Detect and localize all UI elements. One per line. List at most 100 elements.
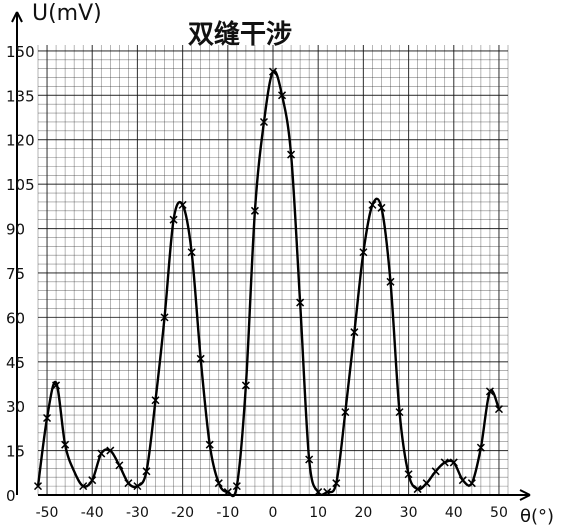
data-point-stroke bbox=[223, 488, 232, 497]
data-point bbox=[169, 215, 178, 224]
data-point-stroke bbox=[485, 387, 494, 396]
axes bbox=[11, 11, 531, 501]
data-point-stroke bbox=[142, 467, 151, 476]
data-point bbox=[97, 449, 106, 458]
data-point-stroke bbox=[79, 482, 88, 491]
data-point bbox=[61, 440, 70, 449]
x-axis-arrow bbox=[519, 489, 531, 501]
data-point bbox=[52, 381, 61, 390]
data-point bbox=[458, 476, 467, 485]
y-tick-label: 150 bbox=[6, 43, 35, 61]
data-point bbox=[332, 479, 341, 488]
x-tick-label: -40 bbox=[81, 505, 104, 521]
data-point bbox=[368, 200, 377, 209]
data-point bbox=[88, 476, 97, 485]
data-point bbox=[485, 387, 494, 396]
data-point-stroke bbox=[214, 479, 223, 488]
data-point bbox=[160, 313, 169, 322]
data-point bbox=[359, 248, 368, 257]
data-point-stroke bbox=[449, 458, 458, 467]
y-axis-label: U(mV) bbox=[32, 1, 102, 26]
x-tick-label: 20 bbox=[354, 505, 372, 521]
y-axis-arrow bbox=[11, 11, 23, 23]
data-point bbox=[33, 482, 43, 491]
data-point bbox=[214, 479, 223, 488]
y-tick-label: 90 bbox=[6, 221, 25, 239]
data-point bbox=[422, 479, 431, 488]
data-point-stroke bbox=[359, 248, 368, 257]
data-point-stroke bbox=[61, 440, 70, 449]
data-point bbox=[223, 488, 232, 497]
data-point-stroke bbox=[296, 298, 305, 307]
y-tick-labels: 0 15 30 45 60 75 90 105 120 135 150 bbox=[6, 43, 35, 505]
data-point bbox=[106, 446, 115, 455]
data-point-stroke bbox=[350, 328, 359, 337]
data-point bbox=[413, 485, 422, 494]
data-point bbox=[431, 467, 440, 476]
data-point bbox=[43, 413, 52, 423]
data-point-stroke bbox=[259, 117, 268, 127]
data-point bbox=[449, 458, 458, 467]
data-point-stroke bbox=[187, 248, 196, 257]
data-point bbox=[232, 482, 241, 491]
data-point bbox=[305, 455, 314, 464]
x-axis-label: θ(°) bbox=[520, 506, 554, 525]
data-point-stroke bbox=[332, 479, 341, 488]
data-point bbox=[187, 248, 196, 257]
data-point-stroke bbox=[341, 408, 350, 417]
data-point bbox=[323, 488, 332, 497]
data-point bbox=[196, 354, 205, 363]
data-point-stroke bbox=[124, 479, 133, 488]
y-tick-label: 15 bbox=[6, 443, 25, 461]
data-point bbox=[350, 328, 359, 337]
data-point bbox=[494, 405, 503, 414]
x-tick-label: 30 bbox=[400, 505, 418, 521]
data-point-stroke bbox=[323, 488, 332, 497]
data-point-stroke bbox=[232, 482, 241, 491]
data-point-stroke bbox=[386, 277, 395, 286]
data-point-stroke bbox=[305, 455, 314, 464]
data-point-stroke bbox=[169, 215, 178, 224]
y-tick-label: 0 bbox=[6, 487, 16, 505]
data-point-stroke bbox=[278, 91, 287, 100]
x-tick-label: 40 bbox=[445, 505, 463, 521]
x-tick-label: 10 bbox=[309, 505, 327, 521]
data-point bbox=[151, 396, 160, 405]
data-point-stroke bbox=[422, 479, 431, 488]
x-tick-label: 0 bbox=[269, 505, 278, 521]
data-point-stroke bbox=[368, 200, 377, 209]
y-tick-label: 135 bbox=[6, 87, 35, 105]
chart-title: 双缝干涉 bbox=[188, 19, 292, 50]
data-point bbox=[205, 440, 214, 449]
data-point bbox=[440, 458, 449, 467]
data-point bbox=[395, 408, 404, 417]
data-point bbox=[476, 443, 485, 452]
data-point bbox=[79, 482, 88, 491]
x-tick-label: -50 bbox=[36, 505, 59, 521]
data-point bbox=[124, 479, 133, 488]
x-tick-label: -30 bbox=[126, 505, 149, 521]
data-point-stroke bbox=[404, 470, 413, 479]
data-point bbox=[115, 461, 124, 470]
data-point bbox=[467, 479, 476, 488]
data-point-stroke bbox=[458, 476, 467, 485]
data-point bbox=[287, 150, 296, 159]
data-point-stroke bbox=[250, 206, 259, 215]
data-point-stroke bbox=[476, 443, 485, 452]
data-point-stroke bbox=[115, 461, 124, 470]
data-point bbox=[377, 203, 386, 212]
x-tick-label: -10 bbox=[216, 505, 239, 521]
data-point bbox=[268, 67, 278, 76]
data-point-stroke bbox=[467, 479, 476, 488]
data-point bbox=[178, 200, 187, 209]
data-point-stroke bbox=[431, 467, 440, 476]
data-point bbox=[404, 470, 413, 479]
data-point bbox=[296, 298, 305, 307]
y-tick-label: 45 bbox=[6, 354, 25, 372]
data-point-stroke bbox=[395, 408, 404, 417]
data-point-stroke bbox=[268, 67, 278, 76]
data-point bbox=[278, 91, 287, 100]
x-tick-labels: -50 -40 -30 -20 -10 0 10 20 30 40 50 bbox=[36, 505, 508, 521]
data-point-stroke bbox=[88, 476, 97, 485]
